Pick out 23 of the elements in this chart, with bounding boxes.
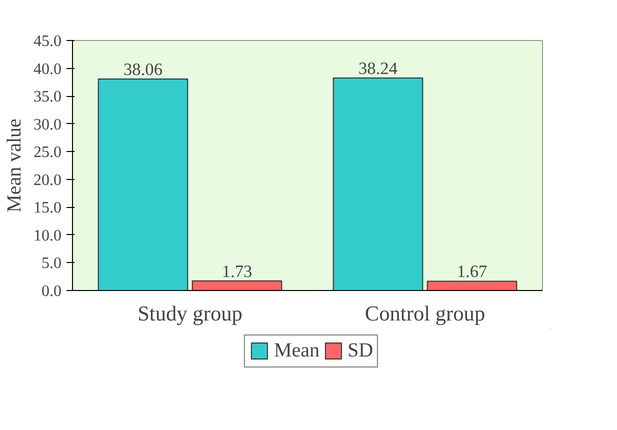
y-tick-label: 0.0 xyxy=(42,283,62,300)
bar xyxy=(332,78,424,290)
y-tick-label: 15.0 xyxy=(34,200,62,217)
data-label: 1.73 xyxy=(222,262,252,281)
x-tick-label: Study group xyxy=(138,302,242,326)
y-tick-label: 20.0 xyxy=(34,172,62,189)
data-label: 38.06 xyxy=(124,60,163,80)
bar xyxy=(98,78,188,290)
y-tick-label: 30.0 xyxy=(34,116,62,134)
y-axis-title: Mean value xyxy=(4,118,26,212)
bar xyxy=(426,280,518,290)
y-tick-label: 5.0 xyxy=(42,255,62,272)
data-label: 38.24 xyxy=(358,59,398,78)
y-tick-label: 10.0 xyxy=(34,227,62,244)
y-tick-label: 40.0 xyxy=(34,60,62,78)
x-tick-label: Control group xyxy=(364,302,486,326)
legend-label: Mean xyxy=(274,339,320,362)
data-label: 1.67 xyxy=(456,262,488,282)
bar xyxy=(192,280,282,290)
legend-label: SD xyxy=(347,339,374,362)
y-tick-label: 45.0 xyxy=(34,33,62,50)
y-tick-label: 35.0 xyxy=(34,88,62,106)
y-tick-label: 25.0 xyxy=(34,144,62,162)
